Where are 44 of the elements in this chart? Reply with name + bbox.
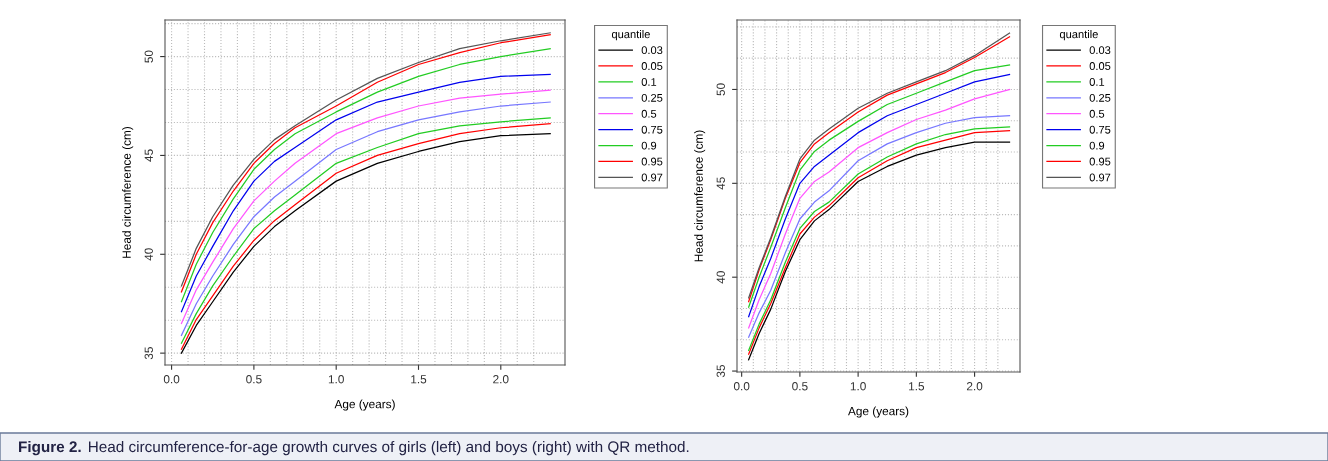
x-tick-label: 1.0 xyxy=(328,375,344,384)
legend-title: quantile xyxy=(1059,30,1098,41)
y-tick-label: 35 xyxy=(144,347,153,360)
y-axis-title: Head circumference (cm) xyxy=(122,126,134,258)
legend-label: 0.05 xyxy=(641,62,663,70)
legend-label: 0.5 xyxy=(1089,109,1105,118)
legend-label: 0.25 xyxy=(641,93,663,102)
x-tick-label: 0.0 xyxy=(163,375,180,384)
legend-label: 0.75 xyxy=(641,125,663,134)
legend-label: 0.1 xyxy=(641,78,657,86)
x-tick-label: 1.0 xyxy=(850,382,866,391)
y-tick-label: 45 xyxy=(144,149,153,162)
legend-label: 0.1 xyxy=(1089,78,1105,86)
y-tick-label: 40 xyxy=(144,248,153,261)
legend-label: 0.75 xyxy=(1089,125,1111,134)
legend-label: 0.03 xyxy=(1089,46,1111,55)
legend-label: 0.03 xyxy=(641,46,663,55)
y-tick-label: 45 xyxy=(716,177,725,190)
x-tick-label: 0.5 xyxy=(246,375,262,384)
y-axis-title: Head circumference (cm) xyxy=(694,130,706,262)
y-tick-label: 35 xyxy=(716,364,725,378)
x-tick-label: 1.5 xyxy=(909,382,925,391)
legend-label: 0.5 xyxy=(641,109,657,118)
x-tick-label: 2.0 xyxy=(493,375,509,384)
y-tick-label: 50 xyxy=(144,50,153,63)
legend-label: 0.25 xyxy=(1089,93,1111,102)
x-axis-title: Age (years) xyxy=(848,406,909,418)
y-tick-label: 40 xyxy=(716,271,725,284)
text: Head circumference-for-age growth curves of girls (left) and boys (right) with QR method. xyxy=(89,440,689,456)
x-tick-label: 0.5 xyxy=(792,382,808,391)
x-axis-title: Age (years) xyxy=(334,399,395,411)
caption: Figure 2. xyxy=(19,440,81,456)
x-tick-label: 1.5 xyxy=(411,375,427,384)
legend-label: 0.05 xyxy=(1089,62,1111,70)
legend-label: 0.95 xyxy=(1089,157,1111,166)
legend-label: 0.9 xyxy=(1089,141,1105,150)
legend-label: 0.97 xyxy=(1089,173,1111,182)
x-tick-label: 0.0 xyxy=(733,382,750,391)
legend-label: 0.9 xyxy=(641,141,657,150)
y-tick-label: 50 xyxy=(716,83,725,96)
x-tick-label: 2.0 xyxy=(966,382,983,391)
legend-label: 0.97 xyxy=(641,173,663,182)
legend-label: 0.95 xyxy=(641,157,663,166)
legend-title: quantile xyxy=(611,30,650,41)
